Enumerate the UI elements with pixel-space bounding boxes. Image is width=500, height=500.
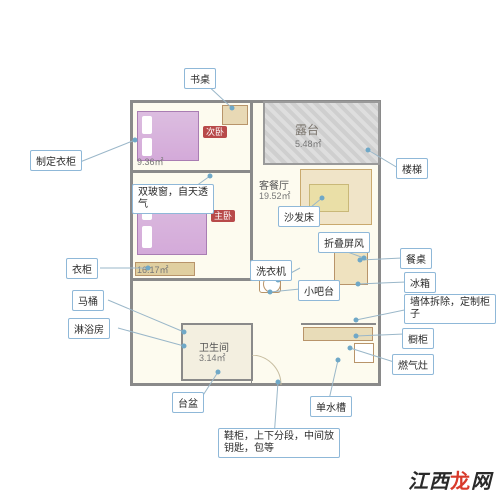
- room-secondary-bed: 次卧 9.36㎡: [133, 103, 253, 173]
- living-area: 19.52㎡: [259, 189, 291, 202]
- master-bed-label: 主卧: [211, 210, 235, 222]
- callout-screen: 折叠屏风: [318, 232, 370, 253]
- watermark: 江西龙网: [408, 465, 492, 494]
- room-kitchen: [301, 323, 376, 381]
- callout-fridge: 冰箱: [404, 272, 436, 293]
- terrace-label: 露台: [295, 121, 319, 138]
- callout-bar: 小吧台: [298, 280, 340, 301]
- callout-sink: 单水槽: [310, 396, 352, 417]
- callout-washer: 洗衣机: [250, 260, 292, 281]
- master-bed-area: 16.17㎡: [137, 263, 169, 276]
- callout-stove: 燃气灶: [392, 354, 434, 375]
- callout-stairs: 楼梯: [396, 158, 428, 179]
- callout-basin: 台盆: [172, 392, 204, 413]
- callout-shower: 淋浴房: [68, 318, 110, 339]
- entry-door-icon: [251, 355, 291, 395]
- callout-toilet: 马桶: [72, 290, 104, 311]
- watermark-prefix: 江西: [408, 471, 450, 493]
- desk-furniture: [222, 105, 248, 125]
- callout-sofa: 沙发床: [278, 206, 320, 227]
- watermark-highlight: 龙: [450, 471, 471, 493]
- floorplan-canvas: 露台 5.48㎡ 次卧 9.36㎡ 客餐厅 19.52㎡: [0, 0, 500, 500]
- callout-shoe: 鞋柜，上下分段，中间放钥匙，包等: [218, 428, 340, 458]
- bathroom-area: 3.14㎡: [199, 351, 226, 364]
- callout-wardrobe: 制定衣柜: [30, 150, 82, 171]
- callout-diningtable: 餐桌: [400, 248, 432, 269]
- callout-window: 双玻窗，自天透气: [132, 184, 214, 214]
- callout-desk: 书桌: [184, 68, 216, 89]
- callout-wallcab: 墙体拆除，定制柜子: [404, 294, 496, 324]
- room-terrace: 露台 5.48㎡: [263, 101, 380, 165]
- secondary-bed-area: 9.36㎡: [137, 155, 164, 168]
- watermark-suffix: 网: [471, 471, 492, 493]
- terrace-area: 5.48㎡: [295, 137, 322, 150]
- room-bathroom: 卫生间 3.14㎡: [181, 323, 253, 381]
- callout-cupboard: 橱柜: [402, 328, 434, 349]
- callout-closet: 衣柜: [66, 258, 98, 279]
- secondary-bed-label: 次卧: [203, 126, 227, 138]
